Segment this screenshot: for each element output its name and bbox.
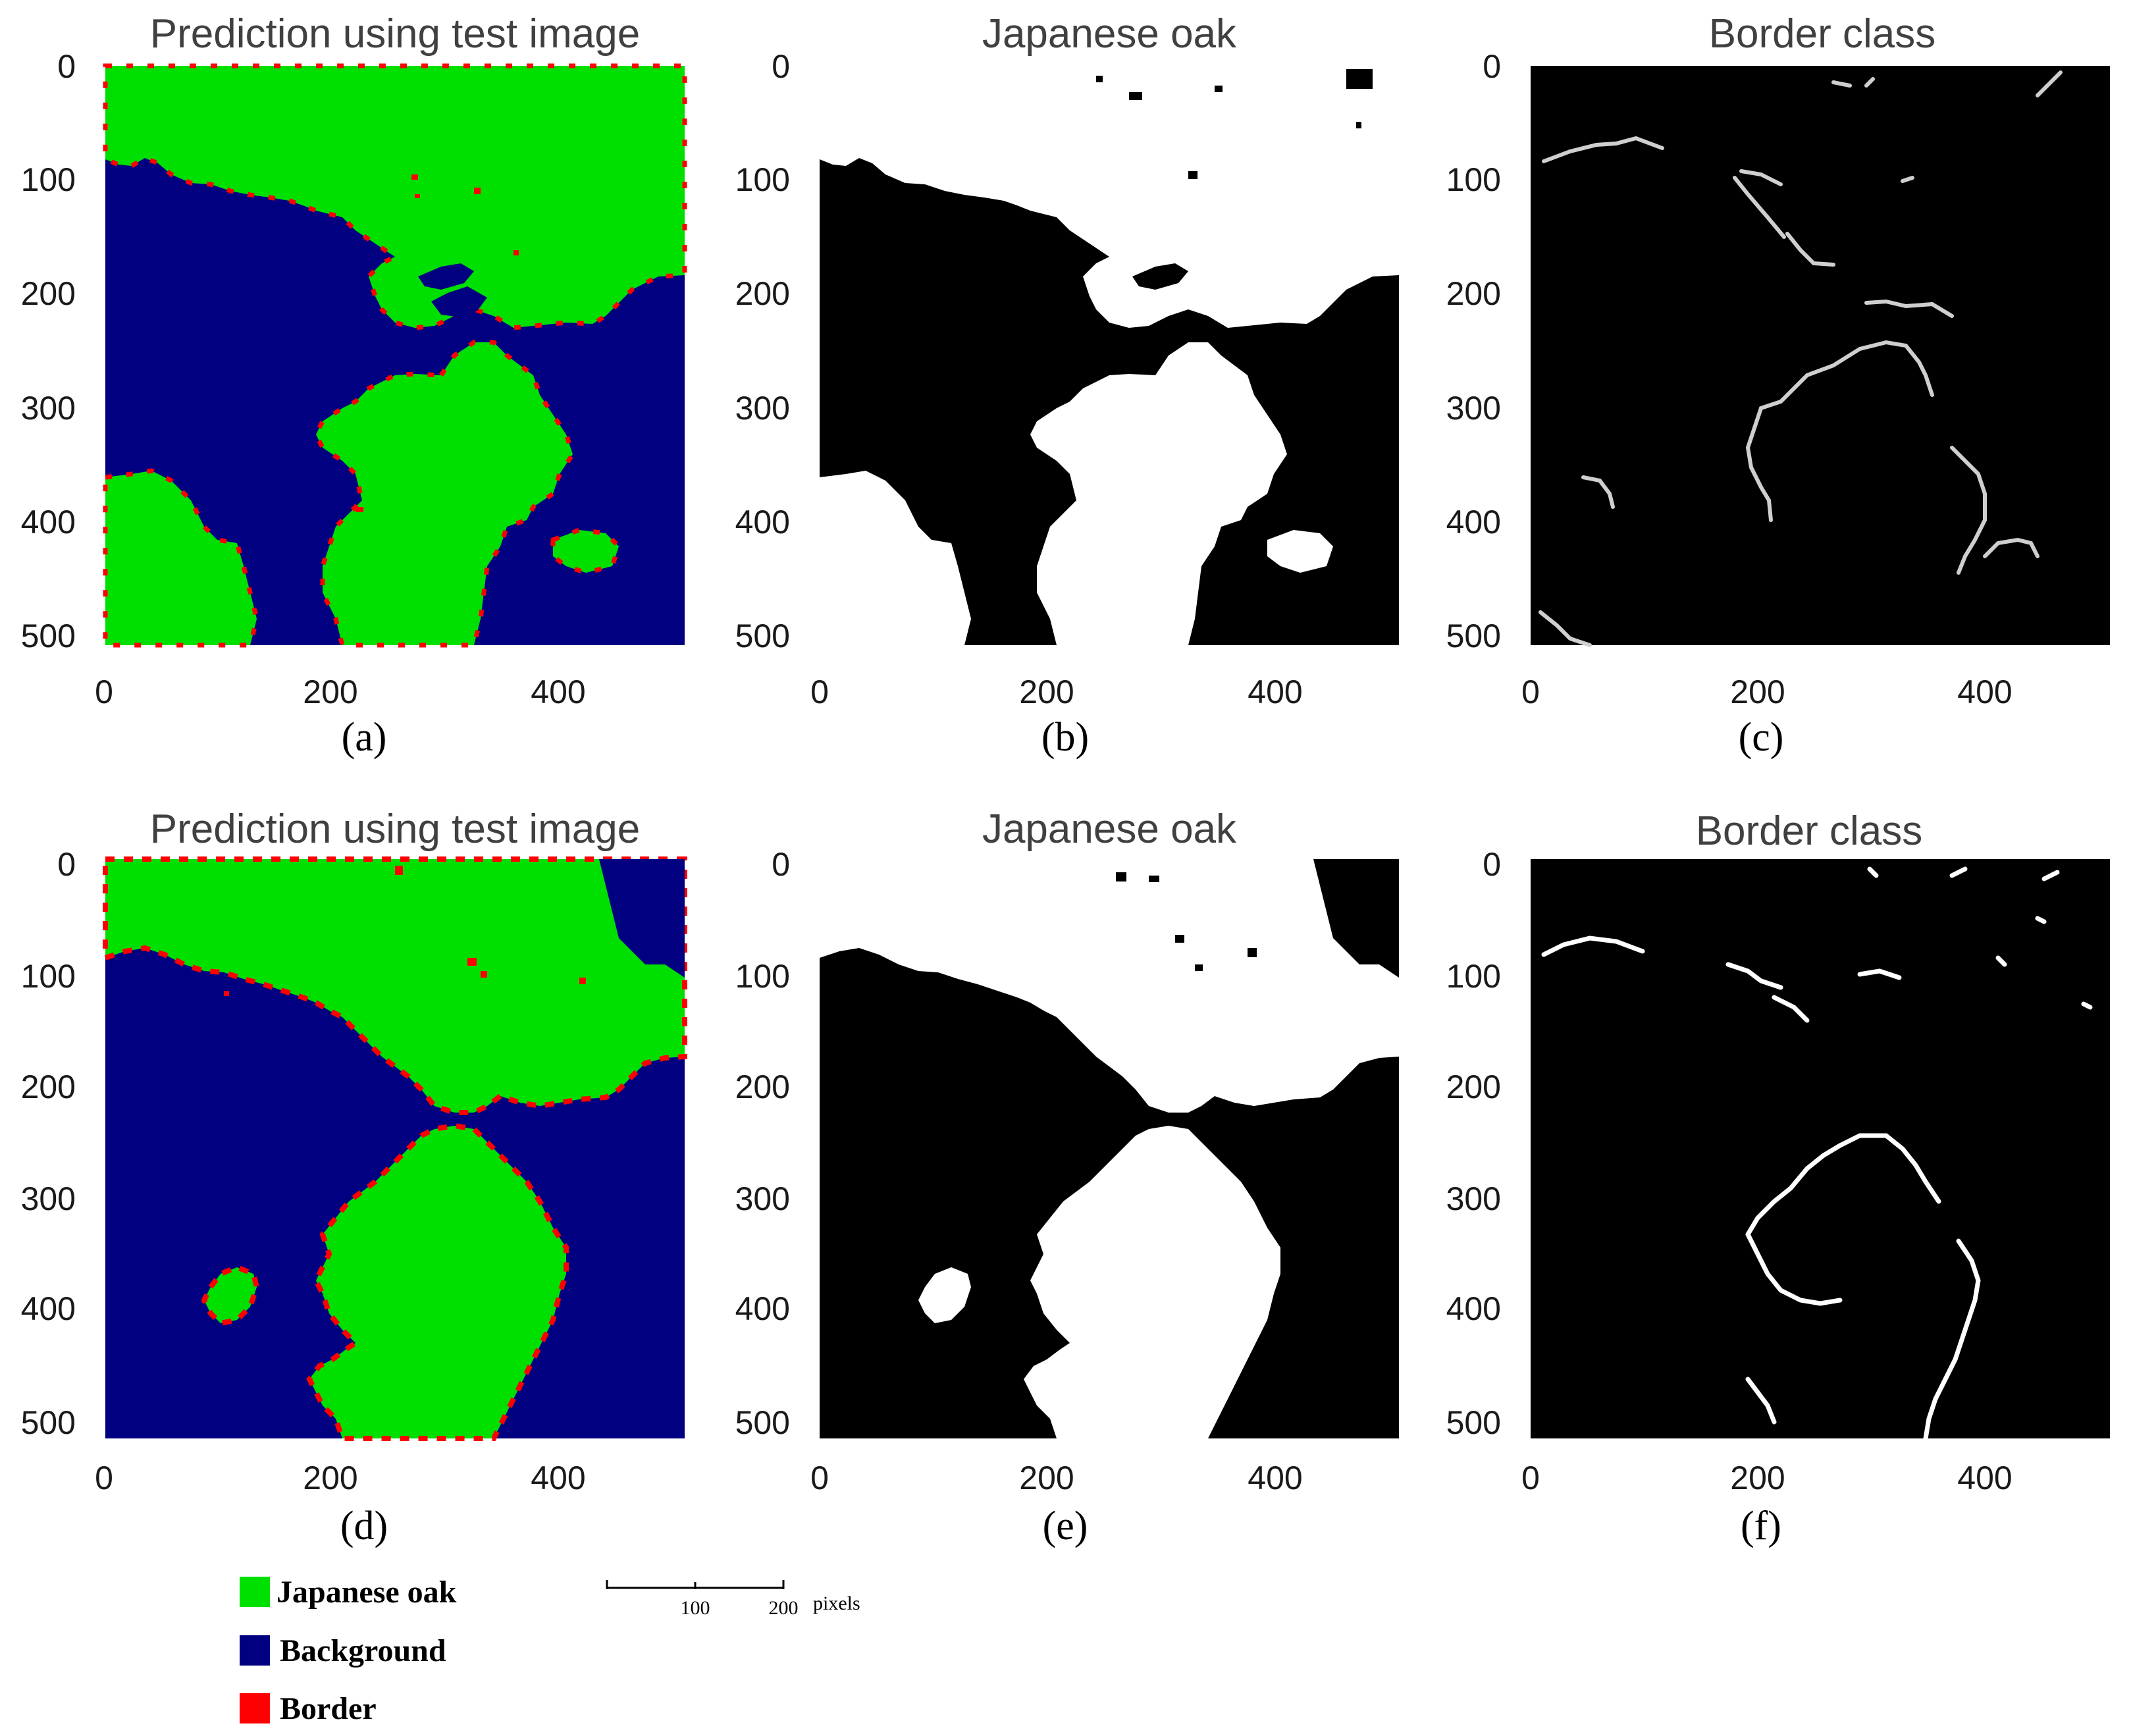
panel-c — [1531, 66, 2110, 647]
caption-a: (a) — [342, 715, 387, 760]
panel-title-f: Border class — [1696, 808, 1923, 854]
caption-d: (d) — [340, 1504, 388, 1548]
y-tick-label: 200 — [1446, 1068, 1501, 1105]
y-tick-label: 100 — [735, 161, 790, 198]
legend-swatch-oak — [240, 1577, 270, 1607]
y-tick-label: 200 — [21, 1068, 76, 1105]
y-tick-label: 400 — [735, 504, 790, 540]
y-tick-label: 0 — [1483, 846, 1501, 883]
x-tick-label: 0 — [810, 673, 829, 710]
y-tick-label: 200 — [735, 1068, 790, 1105]
border-mask-black — [1531, 859, 2110, 1438]
x-tick-label: 200 — [1730, 1460, 1785, 1496]
x-tick-label: 200 — [303, 1460, 357, 1496]
y-tick-label: 500 — [1446, 618, 1501, 654]
y-tick-label: 400 — [735, 1290, 790, 1327]
y-tick-label: 100 — [1446, 161, 1501, 198]
panel-title-b: Japanese oak — [982, 11, 1237, 57]
y-tick-label: 500 — [21, 618, 76, 654]
y-tick-label: 100 — [21, 958, 76, 995]
x-tick-label: 400 — [531, 1460, 585, 1496]
y-tick-label: 100 — [735, 958, 790, 995]
y-tick-label: 0 — [57, 48, 76, 85]
y-tick-label: 300 — [735, 390, 790, 427]
x-tick-label: 400 — [1957, 1460, 2012, 1496]
caption-c: (c) — [1739, 715, 1784, 760]
y-tick-label: 0 — [772, 846, 790, 883]
x-tick-label: 400 — [1248, 1460, 1302, 1496]
y-tick-label: 500 — [735, 618, 790, 654]
panel-a — [105, 66, 685, 645]
scale-tick-200: 200 — [769, 1597, 799, 1619]
panel-title-c: Border class — [1709, 11, 1936, 57]
x-tick-label: 200 — [1730, 673, 1785, 710]
caption-f: (f) — [1741, 1504, 1781, 1548]
border-lines — [1539, 70, 2063, 647]
legend-label-background: Background — [280, 1633, 446, 1668]
y-tick-label: 100 — [1446, 958, 1501, 995]
y-tick-label: 400 — [21, 504, 76, 540]
y-tick-label: 500 — [21, 1404, 76, 1441]
y-tick-label: 100 — [21, 161, 76, 198]
scale-bar: 100 200 pixels — [606, 1580, 860, 1619]
scale-unit: pixels — [813, 1592, 860, 1614]
y-tick-label: 400 — [21, 1290, 76, 1327]
y-tick-label: 300 — [1446, 1180, 1501, 1217]
y-tick-label: 500 — [735, 1404, 790, 1441]
legend-label-oak: Japanese oak — [276, 1575, 457, 1610]
y-tick-label: 0 — [1483, 48, 1501, 85]
y-tick-label: 500 — [1446, 1404, 1501, 1441]
legend-swatch-background — [240, 1635, 270, 1666]
panel-f — [1531, 859, 2110, 1441]
panel-title-d: Prediction using test image — [150, 806, 640, 852]
scale-tick-100: 100 — [681, 1597, 710, 1619]
legend: Japanese oak Background Border — [240, 1575, 457, 1726]
caption-e: (e) — [1043, 1504, 1088, 1548]
panel-title-a: Prediction using test image — [150, 11, 640, 57]
legend-label-border: Border — [280, 1691, 377, 1726]
x-tick-label: 400 — [1957, 673, 2012, 710]
x-tick-label: 200 — [303, 673, 357, 710]
y-tick-label: 300 — [735, 1180, 790, 1217]
y-tick-label: 200 — [1446, 275, 1501, 312]
x-tick-label: 200 — [1019, 673, 1074, 710]
y-tick-label: 0 — [772, 48, 790, 85]
x-tick-label: 0 — [95, 1460, 113, 1496]
border-lines — [1541, 866, 2093, 1441]
caption-b: (b) — [1041, 715, 1089, 760]
x-tick-label: 0 — [1521, 1460, 1540, 1496]
panel-e — [820, 859, 1399, 1438]
y-tick-label: 300 — [1446, 390, 1501, 427]
x-tick-label: 0 — [1521, 673, 1540, 710]
y-tick-label: 300 — [21, 1180, 76, 1217]
border-mask-black — [1531, 66, 2110, 645]
panel-title-e: Japanese oak — [982, 806, 1237, 852]
x-tick-label: 0 — [810, 1460, 829, 1496]
y-tick-label: 200 — [735, 275, 790, 312]
x-tick-label: 0 — [95, 673, 113, 710]
y-tick-label: 400 — [1446, 504, 1501, 540]
y-tick-label: 400 — [1446, 1290, 1501, 1327]
legend-swatch-border — [240, 1693, 270, 1723]
x-tick-label: 400 — [531, 673, 585, 710]
panel-d — [105, 859, 685, 1438]
panel-b — [820, 66, 1399, 645]
y-tick-label: 0 — [57, 846, 76, 883]
x-tick-label: 400 — [1248, 673, 1302, 710]
y-tick-label: 200 — [21, 275, 76, 312]
y-tick-label: 300 — [21, 390, 76, 427]
x-tick-label: 200 — [1019, 1460, 1074, 1496]
